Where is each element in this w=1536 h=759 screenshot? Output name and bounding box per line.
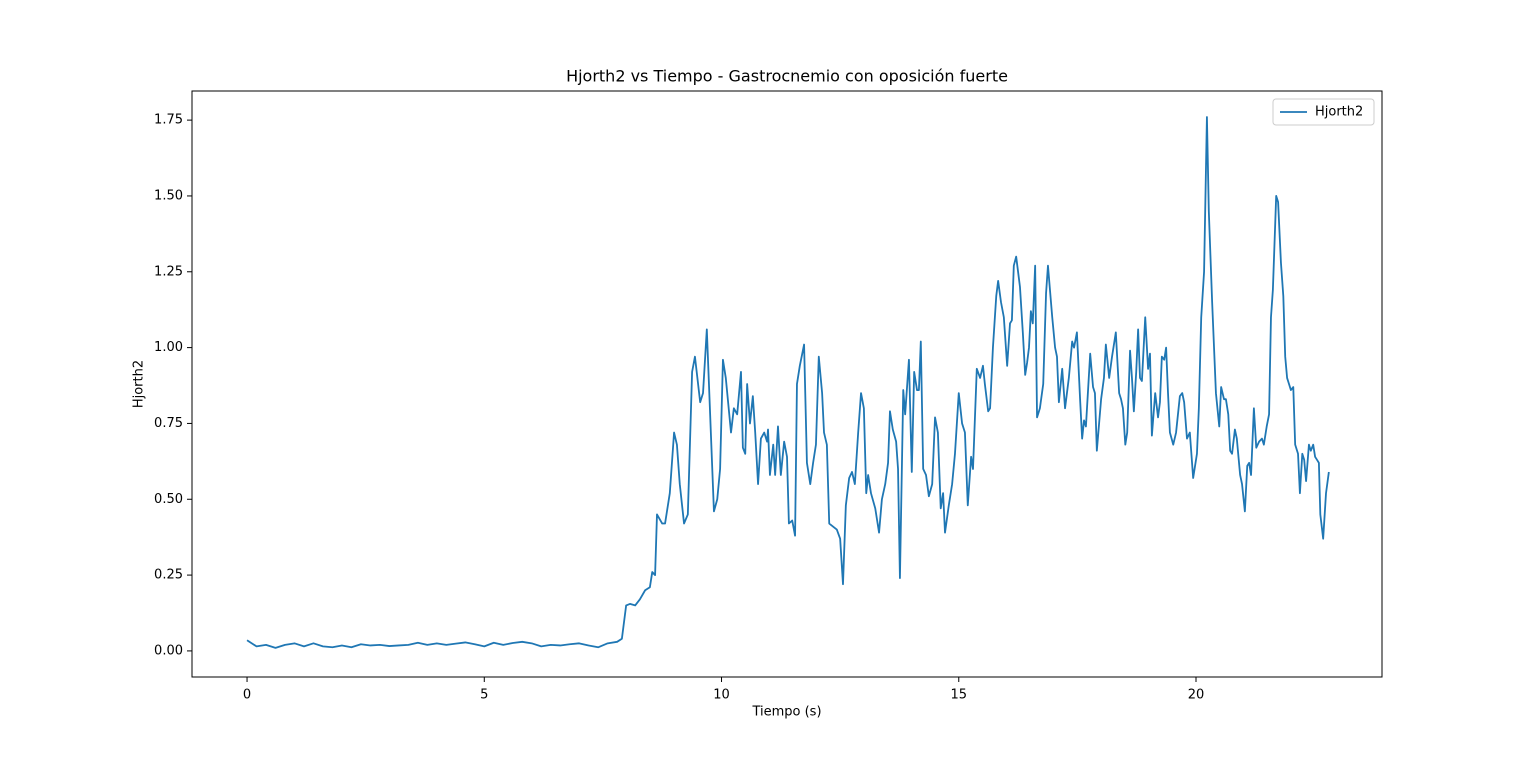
y-tick-label: 1.75 [154, 113, 183, 128]
x-tick-label: 20 [1188, 688, 1205, 703]
x-tick-label: 5 [480, 688, 488, 703]
x-tick-label: 0 [243, 688, 251, 703]
x-axis-label: Tiempo (s) [751, 705, 821, 720]
legend-label: Hjorth2 [1315, 105, 1363, 120]
legend-box [1272, 98, 1375, 126]
y-tick-label: 1.25 [154, 264, 183, 279]
y-tick-label: 0.75 [154, 416, 183, 431]
chart-title: Hjorth2 vs Tiempo - Gastrocnemio con opo… [566, 67, 1008, 86]
y-axis-label: Hjorth2 [132, 360, 147, 408]
y-tick-label: 1.00 [154, 340, 183, 355]
y-tick-label: 0.00 [154, 643, 183, 658]
x-tick-label: 15 [950, 688, 967, 703]
x-tick-label: 10 [713, 688, 730, 703]
y-tick-label: 0.50 [154, 492, 183, 507]
axes-frame [191, 90, 1383, 678]
y-tick-label: 1.50 [154, 188, 183, 203]
data-line [246, 116, 1330, 649]
y-tick-label: 0.25 [154, 568, 183, 583]
